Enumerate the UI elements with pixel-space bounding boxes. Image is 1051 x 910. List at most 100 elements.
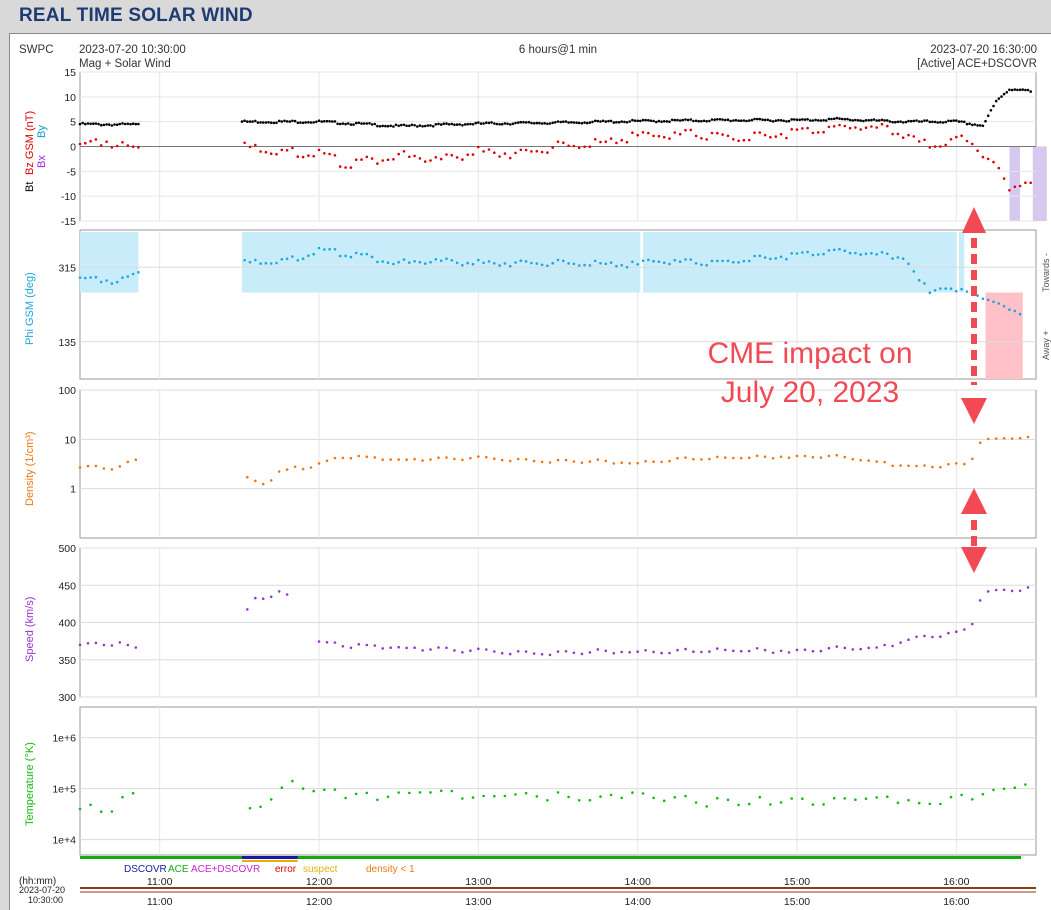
density-point	[612, 462, 616, 465]
speed-point	[732, 649, 735, 653]
bt-point	[240, 120, 244, 123]
time-axis: 11:00 11:00 12:00 12:00 13:00 13:00 14:00 14:00…	[80, 876, 1036, 908]
bt-point	[121, 122, 124, 125]
ytick-mag: -15	[61, 216, 76, 228]
bt-point	[485, 121, 488, 124]
phi-point	[981, 297, 985, 301]
bt-point	[883, 119, 886, 122]
phi-point	[859, 253, 862, 256]
bt-point	[864, 119, 868, 122]
temperature-point	[875, 796, 878, 799]
bt-point	[716, 118, 719, 121]
phi-point	[439, 259, 443, 263]
temperature-point	[482, 794, 485, 798]
legend-suspect: suspect	[303, 864, 338, 875]
bz-point	[992, 160, 995, 164]
legend-ace: ACE	[168, 864, 189, 875]
density-point	[811, 455, 815, 459]
temperature-point	[641, 792, 645, 795]
bz-point	[609, 137, 613, 140]
bt-point	[1013, 88, 1017, 91]
bz-point	[583, 145, 586, 149]
speed-point	[254, 596, 257, 600]
speed-point	[660, 651, 663, 655]
bt-point	[538, 121, 541, 125]
bz-point	[620, 138, 623, 142]
speed-point	[755, 647, 759, 650]
phi-point	[620, 263, 623, 267]
ylabel-by: By	[36, 125, 48, 138]
density-point	[429, 458, 432, 461]
bt-point	[397, 124, 401, 128]
phi-point	[944, 287, 947, 290]
bt-point	[134, 122, 138, 126]
density-point	[1002, 437, 1006, 440]
phi-point	[434, 258, 438, 261]
phi-point	[678, 260, 682, 264]
phi-point	[514, 261, 517, 264]
bz-point	[328, 152, 331, 156]
phi-point	[641, 259, 645, 263]
density-point	[883, 460, 886, 464]
bt-point	[426, 124, 430, 127]
density-point	[389, 458, 393, 461]
bz-point	[625, 140, 629, 144]
speed-point	[445, 646, 448, 650]
bz-point	[243, 141, 246, 145]
phi-point	[721, 259, 724, 263]
header-start-time: 2023-07-20 10:30:00	[79, 44, 186, 56]
speed-point	[771, 651, 775, 655]
bt-point	[293, 119, 297, 123]
phi-point	[795, 252, 799, 255]
bt-point	[99, 123, 103, 127]
bt-point	[431, 125, 435, 128]
density-point	[692, 457, 695, 461]
bz-point	[402, 150, 406, 153]
density-point	[771, 457, 775, 460]
header-source: SWPC	[19, 44, 54, 56]
ylabel-temperature: Temperature (°K)	[24, 742, 36, 826]
bt-point	[803, 118, 807, 121]
bt-point	[984, 119, 987, 123]
bt-point	[524, 121, 528, 124]
phi-point	[370, 255, 374, 259]
temperature-point	[864, 797, 868, 800]
bt-point	[739, 119, 743, 122]
phi-point	[455, 261, 459, 265]
speed-point	[246, 608, 249, 611]
phi-point	[880, 251, 884, 254]
time-axis-start-date: 2023-07-20	[19, 885, 65, 895]
bt-point	[944, 120, 947, 124]
time-axis-unit: (hh:mm)	[19, 876, 56, 887]
phi-point	[477, 258, 480, 262]
ytick-mag: -10	[61, 191, 76, 203]
bt-point	[115, 123, 119, 126]
temperature-point	[493, 794, 496, 798]
bt-point	[323, 120, 326, 123]
ytick-density: 10	[64, 434, 76, 446]
speed-point	[285, 593, 289, 596]
bz-point	[891, 132, 894, 136]
bt-point	[540, 122, 544, 125]
bz-point	[944, 143, 947, 147]
density-point	[309, 466, 313, 469]
phi-point	[397, 260, 401, 264]
speed-point	[365, 643, 369, 647]
bt-point	[92, 122, 95, 125]
speed-point	[915, 635, 918, 639]
density-point	[524, 458, 528, 461]
bt-point	[912, 119, 916, 123]
bz-point	[540, 150, 544, 154]
speed-point	[684, 647, 687, 651]
density-point	[556, 458, 560, 462]
phi-point	[986, 298, 990, 302]
bt-point	[508, 123, 512, 126]
bz-point	[870, 125, 873, 128]
bt-point	[830, 117, 833, 121]
bt-point	[928, 120, 932, 124]
speed-point	[524, 650, 528, 653]
bt-point	[854, 118, 857, 122]
ylabel-bt: Bt	[24, 182, 36, 192]
speed-point	[1026, 586, 1030, 589]
phi-point	[275, 261, 278, 265]
